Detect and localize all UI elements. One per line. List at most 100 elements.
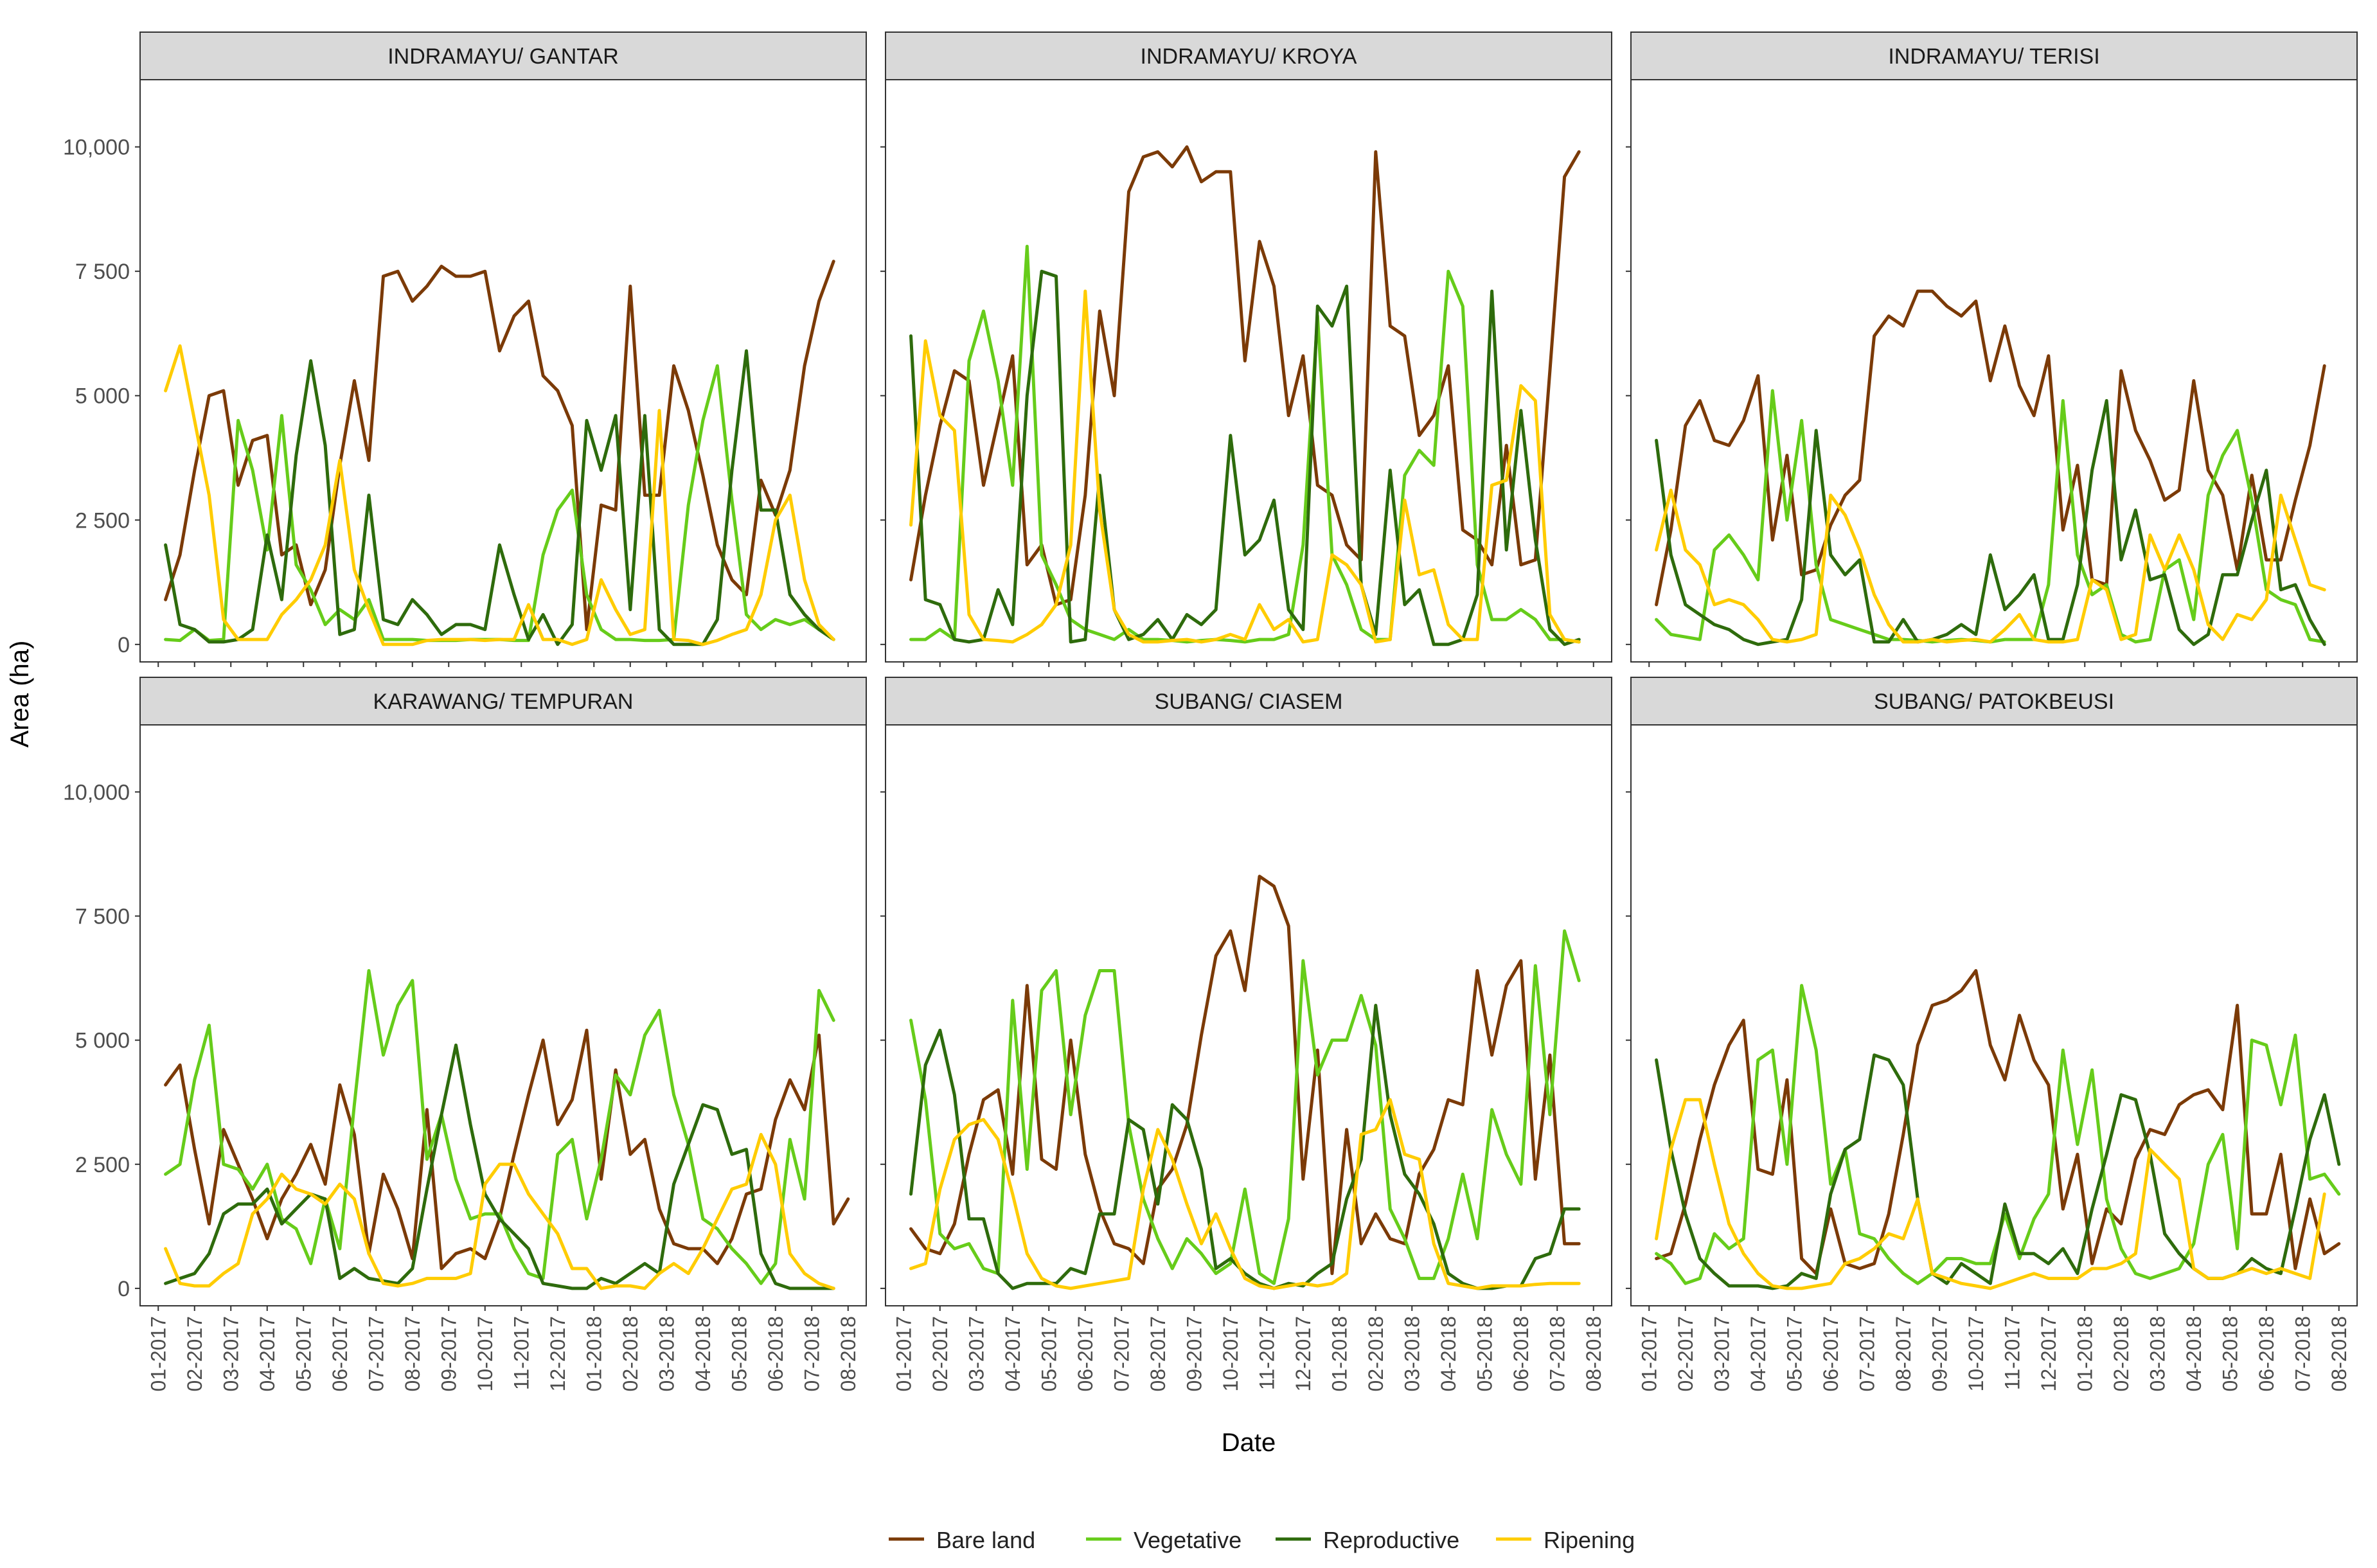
panel-strip bbox=[139, 677, 867, 726]
x-tick-label: 02-2017 bbox=[929, 1316, 952, 1391]
series-line-vegetative bbox=[164, 969, 835, 1285]
x-tick-label: 05-2017 bbox=[1783, 1316, 1806, 1391]
x-tick-label: 07-2017 bbox=[364, 1316, 387, 1391]
x-tick-label: 06-2018 bbox=[2255, 1316, 2278, 1391]
series-line-vegetative bbox=[909, 244, 1581, 644]
y-tick-label: 2 500 bbox=[75, 1153, 130, 1177]
x-tick-label: 10-2017 bbox=[1219, 1316, 1242, 1391]
x-tick-label: 03-2017 bbox=[219, 1316, 242, 1391]
y-tick-label: 10,000 bbox=[63, 780, 130, 805]
panel-title: SUBANG/ PATOKBEUSI bbox=[1874, 690, 2114, 714]
y-tick-label: 2 500 bbox=[75, 508, 130, 533]
x-tick-label: 07-2017 bbox=[1855, 1316, 1878, 1391]
series-line-bare-land bbox=[1655, 969, 2341, 1276]
plot-area bbox=[139, 724, 867, 1306]
x-tick-label: 01-2017 bbox=[892, 1316, 915, 1391]
panel-title: KARAWANG/ TEMPURAN bbox=[373, 690, 634, 714]
x-tick-label: 12-2017 bbox=[1292, 1316, 1315, 1391]
x-tick-label: 03-2017 bbox=[1710, 1316, 1733, 1391]
x-tick-label: 11-2017 bbox=[2000, 1316, 2024, 1390]
legend: Bare land Vegetative Reproductive Ripeni… bbox=[889, 1527, 1635, 1553]
x-tick-label: 03-2018 bbox=[1400, 1316, 1423, 1391]
panel-title: INDRAMAYU/ KROYA bbox=[1141, 44, 1357, 69]
x-tick-label: 06-2018 bbox=[1509, 1316, 1533, 1391]
series-line-ripening bbox=[1655, 488, 2326, 644]
x-tick-label: 01-2018 bbox=[2073, 1316, 2096, 1391]
x-tick-label: 04-2017 bbox=[1747, 1316, 1770, 1391]
y-tick-label: 0 bbox=[118, 1277, 130, 1301]
panel-4: KARAWANG/ TEMPURAN 0 2 500 5 000 7 500 10,000… bbox=[63, 677, 867, 1391]
x-tick-label: 05-2018 bbox=[727, 1316, 751, 1391]
panel-1: INDRAMAYU/ GANTAR 0 2 500 5 000 7 500 10,000 bbox=[63, 31, 867, 667]
x-tick-label: 04-2018 bbox=[1437, 1316, 1460, 1391]
x-tick-label: 09-2017 bbox=[1182, 1316, 1206, 1391]
panel-strip bbox=[139, 31, 867, 80]
legend-label-bare-land: Bare land bbox=[936, 1527, 1035, 1553]
series-line-vegetative bbox=[909, 929, 1581, 1285]
x-tick-label: 08-2018 bbox=[1582, 1316, 1605, 1391]
x-tick-label: 09-2017 bbox=[1928, 1316, 1951, 1391]
panel-title: INDRAMAYU/ TERISI bbox=[1888, 44, 2099, 69]
x-tick-label: 11-2017 bbox=[510, 1316, 533, 1390]
series-line-reproductive bbox=[909, 269, 1581, 646]
legend-label-vegetative: Vegetative bbox=[1134, 1527, 1242, 1553]
panel-strip bbox=[885, 31, 1612, 80]
x-tick-label: 08-2018 bbox=[2328, 1316, 2351, 1391]
plot-area bbox=[139, 79, 867, 663]
y-axis-title: Area (ha) bbox=[6, 641, 34, 748]
y-tick-label: 7 500 bbox=[75, 260, 130, 284]
x-tick-label: 08-2018 bbox=[837, 1316, 860, 1391]
legend-label-reproductive: Reproductive bbox=[1323, 1527, 1459, 1553]
x-tick-label: 02-2018 bbox=[1364, 1316, 1387, 1391]
x-tick-label: 04-2017 bbox=[256, 1316, 279, 1391]
y-tick-label: 0 bbox=[118, 633, 130, 657]
series-line-bare-land bbox=[909, 875, 1581, 1276]
series-line-ripening bbox=[1655, 1098, 2326, 1290]
x-tick-label: 08-2017 bbox=[1892, 1316, 1915, 1391]
x-tick-label: 12-2017 bbox=[2037, 1316, 2060, 1391]
series-line-reproductive bbox=[164, 349, 835, 646]
series-line-reproductive bbox=[1655, 399, 2326, 646]
x-tick-label: 01-2018 bbox=[582, 1316, 605, 1391]
x-tick-label: 05-2018 bbox=[1473, 1316, 1496, 1391]
x-tick-label: 05-2017 bbox=[1037, 1316, 1060, 1391]
panel-6: SUBANG/ PATOKBEUSI 01-2017 02-2017 03-2017 0… bbox=[1626, 677, 2358, 1391]
plot-area bbox=[1630, 724, 2358, 1306]
x-tick-label: 07-2018 bbox=[2291, 1316, 2314, 1391]
series-line-ripening bbox=[909, 1098, 1581, 1290]
panel-5: SUBANG/ CIASEM 01-2017 02-2017 03-2017 04-20… bbox=[880, 677, 1612, 1391]
series-line-ripening bbox=[164, 344, 835, 646]
x-tick-label: 07-2017 bbox=[1110, 1316, 1133, 1391]
legend-label-ripening: Ripening bbox=[1544, 1527, 1635, 1553]
x-tick-label: 06-2017 bbox=[1819, 1316, 1842, 1391]
x-tick-label: 08-2017 bbox=[1146, 1316, 1170, 1391]
x-tick-label: 01-2018 bbox=[1328, 1316, 1351, 1391]
series-line-ripening bbox=[164, 1132, 835, 1290]
x-tick-label: 08-2017 bbox=[401, 1316, 424, 1391]
y-tick-label: 10,000 bbox=[63, 136, 130, 160]
x-tick-label: 03-2018 bbox=[655, 1316, 678, 1391]
x-tick-label: 11-2017 bbox=[1255, 1316, 1278, 1390]
x-tick-label: 03-2017 bbox=[965, 1316, 988, 1391]
x-tick-label: 07-2018 bbox=[800, 1316, 823, 1391]
x-tick-label: 05-2018 bbox=[2218, 1316, 2241, 1391]
x-tick-label: 10-2017 bbox=[474, 1316, 497, 1391]
y-tick-label: 5 000 bbox=[75, 1029, 130, 1053]
panel-strip bbox=[1630, 31, 2358, 80]
panel-strip bbox=[885, 677, 1612, 726]
series-line-ripening bbox=[909, 289, 1581, 644]
panel-strip bbox=[1630, 677, 2358, 726]
panel-2: INDRAMAYU/ KROYA bbox=[880, 31, 1612, 667]
x-tick-label: 06-2017 bbox=[1074, 1316, 1097, 1391]
x-tick-label: 10-2017 bbox=[1964, 1316, 1988, 1391]
y-tick-label: 7 500 bbox=[75, 904, 130, 929]
series-line-reproductive bbox=[164, 1043, 835, 1290]
x-tick-label: 06-2017 bbox=[328, 1316, 352, 1391]
x-tick-label: 01-2017 bbox=[147, 1316, 170, 1391]
x-tick-label: 04-2017 bbox=[1001, 1316, 1024, 1391]
panel-3: INDRAMAYU/ TERISI bbox=[1626, 31, 2358, 667]
x-tick-label: 12-2017 bbox=[546, 1316, 569, 1391]
x-tick-label: 02-2017 bbox=[183, 1316, 206, 1391]
